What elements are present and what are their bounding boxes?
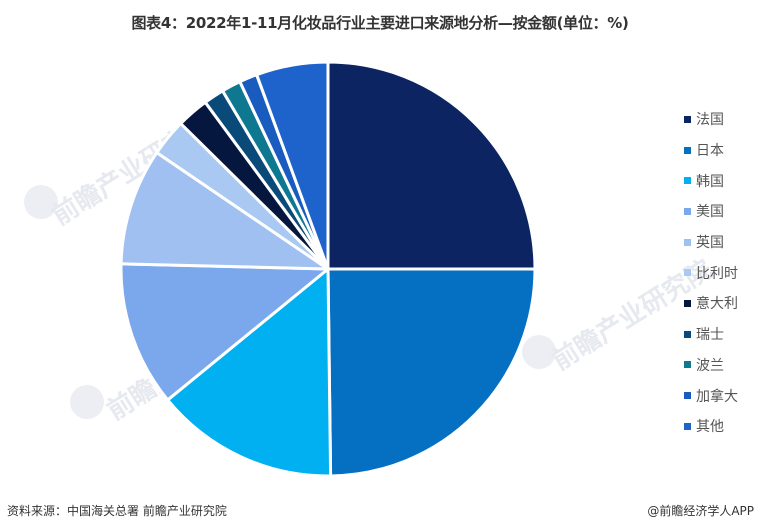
legend-swatch-icon	[684, 177, 691, 185]
legend-label: 英国	[696, 235, 724, 252]
legend-swatch-icon	[684, 299, 691, 307]
legend-item-switzerland: 瑞士	[684, 319, 760, 350]
legend-label: 瑞士	[696, 327, 724, 344]
legend-swatch-icon	[684, 422, 691, 430]
legend-label: 比利时	[696, 265, 738, 282]
pie-slice-其他	[255, 60, 330, 271]
legend-item-france: 法国	[684, 104, 760, 135]
credit-note: @前瞻经济学人APP	[647, 504, 754, 518]
legend-item-other: 其他	[684, 411, 760, 442]
legend-label: 日本	[696, 143, 724, 160]
source-note: 资料来源：中国海关总署 前瞻产业研究院	[7, 504, 227, 518]
chart-legend: 法国 日本 韩国 美国 英国 比利时 意大利 瑞士 波兰 加拿大 其他	[684, 104, 760, 442]
legend-item-canada: 加拿大	[684, 380, 760, 411]
pie-slices	[119, 60, 537, 478]
legend-swatch-icon	[684, 269, 691, 277]
legend-item-belgium: 比利时	[684, 257, 760, 288]
legend-swatch-icon	[684, 330, 691, 338]
legend-label: 韩国	[696, 173, 724, 190]
legend-item-italy: 意大利	[684, 288, 760, 319]
legend-label: 美国	[696, 204, 724, 221]
legend-label: 加拿大	[696, 388, 738, 405]
legend-item-japan: 日本	[684, 135, 760, 166]
legend-swatch-icon	[684, 238, 691, 246]
legend-item-korea: 韩国	[684, 165, 760, 196]
pie-slice-日本	[326, 267, 537, 478]
pie-slice-美国	[119, 262, 330, 402]
legend-item-usa: 美国	[684, 196, 760, 227]
legend-swatch-icon	[684, 361, 691, 369]
legend-swatch-icon	[684, 146, 691, 154]
legend-swatch-icon	[684, 392, 691, 400]
legend-label: 其他	[696, 419, 724, 436]
legend-label: 意大利	[696, 296, 738, 313]
legend-swatch-icon	[684, 115, 691, 123]
legend-label: 波兰	[696, 357, 724, 374]
pie-slice-韩国	[166, 267, 333, 478]
legend-item-poland: 波兰	[684, 350, 760, 381]
legend-label: 法国	[696, 112, 724, 129]
pie-slice-法国	[326, 60, 537, 271]
chart-title: 图表4：2022年1-11月化妆品行业主要进口来源地分析—按金额(单位：%)	[131, 14, 629, 32]
pie-slice-英国	[119, 151, 330, 271]
legend-swatch-icon	[684, 207, 691, 215]
legend-item-uk: 英国	[684, 227, 760, 258]
